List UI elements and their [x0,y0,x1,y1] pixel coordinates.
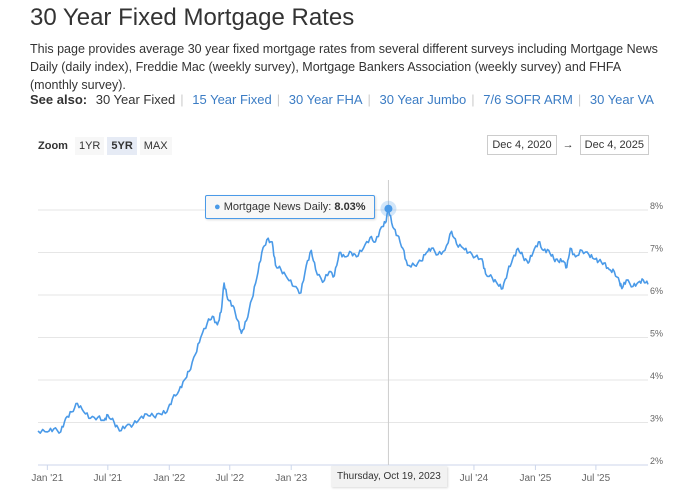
link-30-year-fixed[interactable]: 30 Year Fixed [95,92,176,107]
x-tick-label: Jul '25 [582,473,611,484]
y-tick-label: 5% [650,329,663,339]
separator: | [471,92,475,107]
date-range: Dec 4, 2020 → Dec 4, 2025 [487,135,649,155]
hover-point [384,204,393,213]
y-tick-label: 8% [650,201,663,211]
page-title: 30 Year Fixed Mortgage Rates [30,4,355,31]
range-to-input[interactable]: Dec 4, 2025 [579,135,649,155]
y-tick-label: 3% [650,414,663,424]
crosshair-date-label: Thursday, Oct 19, 2023 [331,466,447,487]
tooltip-value: 8.03% [334,201,366,213]
x-tick-label: Jan '23 [275,473,307,484]
link-30-year-fha[interactable]: 30 Year FHA [288,92,363,107]
y-tick-label: 2% [650,456,663,466]
y-tick-label: 7% [650,244,663,254]
range-from-input[interactable]: Dec 4, 2020 [487,135,557,155]
y-tick-label: 6% [650,286,663,296]
link-15-year-fixed[interactable]: 15 Year Fixed [192,92,272,107]
x-tick-label: Jan '22 [153,473,185,484]
separator: | [577,92,582,107]
separator: | [276,92,281,107]
x-tick-label: Jan '21 [31,473,63,484]
x-tick-label: Jan '25 [519,473,551,484]
series-line-mortgage-news-daily [37,207,649,434]
zoom-label: Zoom [38,140,68,152]
separator: | [180,92,184,107]
page-description: This page provides average 30 year fixed… [30,42,658,92]
range-arrow: → [562,139,574,151]
link-30-year-va[interactable]: 30 Year VA [589,92,654,107]
x-tick-label: Jul '21 [94,473,123,484]
zoom-5yr-button[interactable]: 5YR [107,137,137,155]
separator: | [367,92,371,107]
zoom-max-button[interactable]: MAX [139,137,172,155]
x-tick-label: Jul '24 [460,473,489,484]
see-also-nav: See also: 30 Year Fixed | 15 Year Fixed | … [30,91,654,109]
series-dot-icon: ● [214,201,221,213]
zoom-controls: Zoom 1YR 5YR MAX [38,137,172,155]
see-also-label: See also: [30,92,88,107]
tooltip-series: Mortgage News Daily [223,201,329,213]
link-7-6-sofr-arm[interactable]: 7/6 SOFR ARM [483,92,573,107]
x-tick-label: Jul '22 [215,473,244,484]
link-30-year-jumbo[interactable]: 30 Year Jumbo [379,92,467,107]
y-tick-label: 4% [650,371,663,381]
zoom-1yr-button[interactable]: 1YR [74,137,105,155]
tooltip: ● Mortgage News Daily: 8.03% [205,195,375,219]
